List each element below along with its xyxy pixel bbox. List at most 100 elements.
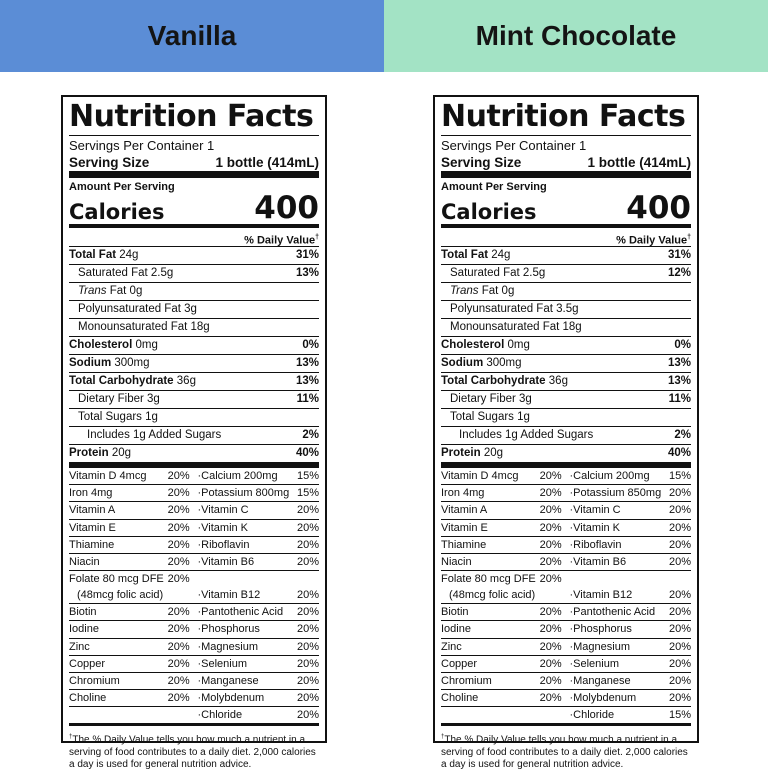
vitamin-name: Vitamin D 4mcg	[441, 470, 519, 482]
vitamin-row: Chromium 20% ·Manganese 20%	[69, 673, 319, 691]
mineral-percent: 20%	[668, 487, 691, 500]
calories-row: Calories 400	[441, 190, 691, 228]
vitamin-cell: Chromium	[69, 673, 168, 689]
nutrient-amount: 24g	[491, 249, 511, 261]
vitamin-percent	[168, 707, 198, 723]
nutrient-percent: 11%	[296, 393, 319, 405]
nutrient-row: Total Carbohydrate 36g 13%	[69, 373, 319, 391]
footnote-dagger: †	[441, 734, 445, 741]
nutrient-name-cell: Total Sugars 1g	[69, 409, 158, 426]
nutrient-amount: Fat 0g	[109, 285, 143, 297]
nutrient-percent: 0%	[302, 339, 319, 351]
vitamin-name: Choline	[441, 692, 479, 705]
vitamin-cell	[441, 707, 540, 723]
nutrient-amount: 0mg	[135, 339, 158, 351]
vitamin-percent: 20%	[539, 640, 562, 653]
nutrient-name-cell: Dietary Fiber 3g	[69, 391, 160, 408]
vitamin-percent: 20%	[539, 674, 562, 687]
vitamin-cell: Niacin	[69, 554, 168, 570]
nutrient-row: Saturated Fat 2.5g 13%	[69, 265, 319, 283]
mineral-percent: 20%	[668, 589, 691, 602]
nutrient-percent: 13%	[295, 357, 319, 369]
mineral-name: ·Vitamin C	[569, 504, 621, 517]
nutrient-row: Dietary Fiber 3g 11%	[69, 391, 319, 409]
mineral-name: ·Molybdenum	[569, 692, 637, 705]
nutrient-row: Trans Fat 0g	[69, 283, 319, 301]
nutrient-name-cell: Protein 20g	[441, 445, 503, 462]
nutrient-name-cell: Dietary Fiber 3g	[441, 391, 532, 408]
serving-size-label: Serving Size	[441, 155, 522, 170]
vitamin-row: Niacin 20% ·Vitamin B6 20%	[69, 554, 319, 572]
nutrient-row: Dietary Fiber 3g 11%	[441, 391, 691, 409]
mineral-percent: 20%	[296, 521, 319, 534]
amount-per-serving: Amount Per Serving	[69, 181, 175, 193]
vitamin-row: Iron 4mg 20% ·Potassium 850mg 20%	[441, 485, 691, 503]
vitamin-row: Vitamin A 20% ·Vitamin C 20%	[69, 502, 319, 520]
mineral-percent: 20%	[296, 589, 319, 602]
nutrient-name: Total Sugars 1g	[78, 411, 158, 423]
mineral-percent: 20%	[668, 521, 691, 534]
servings-per-container: Servings Per Container 1	[69, 138, 215, 153]
nutrient-name: Polyunsaturated Fat 3.5g	[450, 303, 579, 315]
nutrient-name-cell: Saturated Fat 2.5g	[69, 265, 173, 282]
footnote-text: The % Daily Value tells you how much a n…	[69, 734, 316, 770]
vitamin-cell	[69, 707, 168, 723]
vitamin-cell: Folate 80 mcg DFE (48mcg folic acid)	[441, 571, 540, 603]
vitamin-name: Folate 80 mcg DFE	[441, 573, 536, 586]
nutrient-name-cell: Total Carbohydrate 36g	[69, 373, 196, 390]
vitamin-cell: Copper	[69, 656, 168, 672]
nutrient-amount: 24g	[119, 249, 139, 261]
mineral-name: ·Phosphorus	[569, 623, 632, 636]
vitamin-percent: 20%	[167, 504, 190, 517]
vitamin-percent: 20%	[167, 657, 190, 670]
mineral-percent: 15%	[296, 470, 319, 482]
calories-value: 400	[626, 190, 691, 226]
nutrient-row: Protein 20g 40%	[441, 445, 691, 468]
nutrient-name: Monounsaturated Fat 18g	[78, 321, 210, 333]
vitamin-cell: Zinc	[69, 639, 168, 655]
mineral-name: ·Calcium 200mg	[569, 470, 650, 482]
nutrient-row: Polyunsaturated Fat 3.5g	[441, 301, 691, 319]
calories-row: Calories 400	[69, 192, 319, 228]
nutrient-row: Monounsaturated Fat 18g	[441, 319, 691, 337]
vitamin-row: Chromium 20% ·Manganese 20%	[441, 673, 691, 691]
nutrient-name: Trans	[78, 285, 107, 297]
mineral-percent: 20%	[296, 504, 319, 517]
vitamin-name: Chromium	[69, 674, 120, 687]
nutrient-amount: Fat 0g	[481, 285, 515, 297]
nutrient-row: Includes 1g Added Sugars 2%	[69, 427, 319, 445]
nutrient-row: Saturated Fat 2.5g 12%	[441, 265, 691, 283]
vitamin-name: Copper	[441, 657, 478, 670]
vitamin-cell: Biotin	[69, 604, 168, 620]
nutrient-row: Total Sugars 1g	[69, 409, 319, 427]
nutrient-name-cell: Polyunsaturated Fat 3.5g	[441, 301, 579, 318]
vitamin-name: Vitamin D 4mcg	[69, 470, 147, 482]
mineral-name: ·Magnesium	[569, 640, 631, 653]
vitamin-percent: 20%	[539, 504, 562, 517]
servings-per-container: Servings Per Container 1	[441, 138, 587, 153]
nutrition-facts-title: Nutrition Facts	[69, 97, 319, 136]
nutrient-name: Saturated Fat	[450, 267, 520, 279]
vitamin-percent: 20%	[167, 640, 190, 653]
mineral-name: ·Calcium 200mg	[197, 470, 278, 482]
daily-value-header: % Daily Value†	[441, 228, 691, 247]
nutrient-name: Protein	[441, 447, 481, 459]
nutrient-amount: 2.5g	[150, 267, 174, 279]
vitamin-row: Vitamin E 20% ·Vitamin K 20%	[69, 520, 319, 537]
nutrient-name: Includes 1g Added Sugars	[459, 429, 594, 441]
vitamin-row: Folate 80 mcg DFE (48mcg folic acid) 20% ·V…	[69, 571, 319, 605]
mineral-percent: 20%	[668, 657, 691, 670]
mineral-name: ·Vitamin B12	[197, 589, 261, 602]
nutrient-name: Total Carbohydrate	[69, 375, 174, 387]
mineral-name: ·Chloride	[569, 709, 615, 722]
nutrient-percent: 31%	[667, 249, 691, 261]
dagger-mark: †	[315, 234, 319, 241]
vitamin-name: Iodine	[69, 623, 99, 636]
vitamin-percent: 20%	[539, 573, 562, 586]
vitamin-percent: 20%	[167, 521, 190, 534]
vitamin-cell: Folate 80 mcg DFE (48mcg folic acid)	[69, 571, 168, 603]
serving-size-value: 1 bottle (414mL)	[587, 155, 691, 170]
nutrient-percent: 0%	[674, 339, 691, 351]
mineral-name: ·Vitamin K	[569, 521, 621, 534]
